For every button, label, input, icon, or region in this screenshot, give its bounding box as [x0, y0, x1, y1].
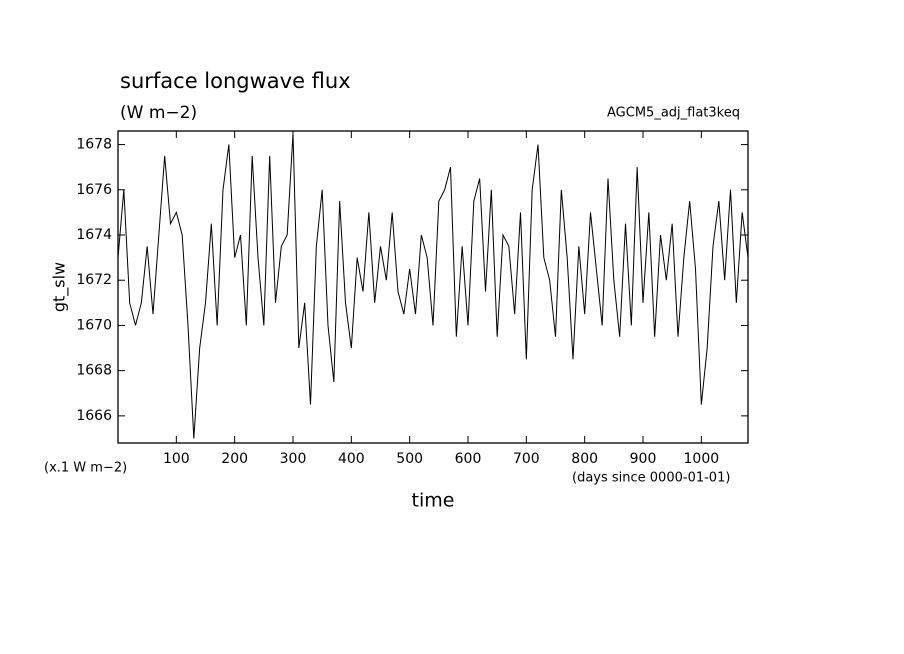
- x-tick-label: 500: [396, 451, 423, 467]
- x-tick-label: 100: [163, 451, 190, 467]
- chart-subtitle: (W m−2): [120, 103, 197, 123]
- x-tick-label: 900: [630, 451, 657, 467]
- y-tick-label: 1670: [76, 317, 112, 333]
- annotation: AGCM5_adj_flat3keq: [607, 106, 740, 121]
- y-tick-label: 1668: [76, 363, 112, 379]
- x-tick-label: 400: [338, 451, 365, 467]
- x-tick-label: 1000: [684, 451, 720, 467]
- series-line: [117, 133, 749, 439]
- y-axis-label: gt_slw: [50, 262, 70, 312]
- x-tick-label: 200: [221, 451, 248, 467]
- x-tick-label: 700: [513, 451, 540, 467]
- y-tick-label: 1672: [76, 272, 112, 288]
- plot-frame: [117, 130, 749, 444]
- y-tick-label: 1676: [76, 182, 112, 198]
- x-tick-label: 300: [280, 451, 307, 467]
- x-unit-label: (days since 0000-01-01): [572, 471, 730, 486]
- chart-title: surface longwave flux: [120, 69, 351, 93]
- x-tick-label: 600: [455, 451, 482, 467]
- y-tick-label: 1674: [76, 227, 112, 243]
- y-tick-label: 1678: [76, 137, 112, 153]
- y-unit-label: (x.1 W m−2): [44, 461, 127, 476]
- x-axis-label: time: [412, 490, 455, 512]
- x-tick-label: 800: [571, 451, 598, 467]
- y-tick-label: 1666: [76, 408, 112, 424]
